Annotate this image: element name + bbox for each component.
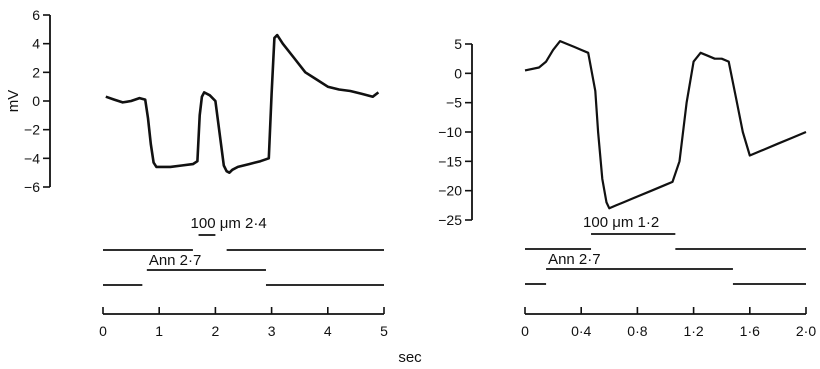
panel-left-annotation-ann: Ann 2·7 xyxy=(149,252,202,269)
panel-right-annotation-ann: Ann 2·7 xyxy=(548,251,601,268)
panel-right-y-tick-label: 0 xyxy=(454,65,462,81)
panel-left-trace xyxy=(105,33,380,174)
panel-left-y-tick-label: 2 xyxy=(32,64,40,80)
panel-left-annotation-100um: 100 μm 2·4 xyxy=(191,215,267,232)
panel-left-x-tick-label: 4 xyxy=(324,323,332,339)
panel-left-x-tick-label: 0 xyxy=(99,323,107,339)
panel-left-y-tick-label: −6 xyxy=(24,179,40,195)
panel-left-x-tick-label: 5 xyxy=(380,323,388,339)
panel-right-x-tick-label: 0·4 xyxy=(571,323,591,339)
panel-right: 5 0 −5 −10 −15 −20 −25 100 μm 1·2 Ann 2·7 0 0·4… xyxy=(438,36,816,339)
panel-left-y-tick-label: 6 xyxy=(32,7,40,23)
panel-right-y-tick-label: −25 xyxy=(438,212,462,228)
panel-left-x-tick-label: 1 xyxy=(155,323,163,339)
panel-right-x-tick-label: 1·2 xyxy=(683,323,703,339)
panel-right-y-tick-label: −15 xyxy=(438,153,462,169)
panel-right-x-tick-label: 0 xyxy=(521,323,529,339)
panel-right-y-tick-label: −20 xyxy=(438,183,462,199)
panel-left-y-tick-label: 0 xyxy=(32,93,40,109)
panel-left: mV 6 4 2 0 −2 −4 −6 100 μm 2·4 Ann 2·7 0 1 2 3 4 5 xyxy=(5,7,388,339)
panel-left-x-axis: 0 1 2 3 4 5 xyxy=(99,307,388,339)
panel-right-y-tick-label: 5 xyxy=(454,36,462,52)
panel-left-stimulus-bars xyxy=(103,234,384,286)
panel-right-trace xyxy=(524,40,807,210)
panel-right-x-axis: 0 0·4 0·8 1·2 1·6 2·0 xyxy=(521,307,816,339)
panel-right-annotation-100um: 100 μm 1·2 xyxy=(583,214,659,231)
panel-left-y-axis-label: mV xyxy=(5,90,22,113)
panel-left-x-tick-label: 3 xyxy=(268,323,276,339)
panel-left-x-tick-label: 2 xyxy=(212,323,220,339)
panel-right-y-tick-label: −10 xyxy=(438,124,462,140)
panel-left-y-tick-label: −2 xyxy=(24,122,40,138)
panel-right-x-tick-label: 0·8 xyxy=(627,323,647,339)
panel-right-x-tick-label: 2·0 xyxy=(796,323,816,339)
panel-left-y-ticks: 6 4 2 0 −2 −4 −6 xyxy=(24,7,50,195)
panel-right-y-tick-label: −5 xyxy=(446,95,462,111)
panel-left-y-tick-label: 4 xyxy=(32,36,40,52)
panel-right-stimulus-bars xyxy=(525,233,806,285)
panel-right-y-ticks: 5 0 −5 −10 −15 −20 −25 xyxy=(438,36,472,228)
panel-right-x-tick-label: 1·6 xyxy=(740,323,760,339)
shared-x-axis-label: sec xyxy=(398,349,422,366)
panel-left-y-tick-label: −4 xyxy=(24,150,40,166)
